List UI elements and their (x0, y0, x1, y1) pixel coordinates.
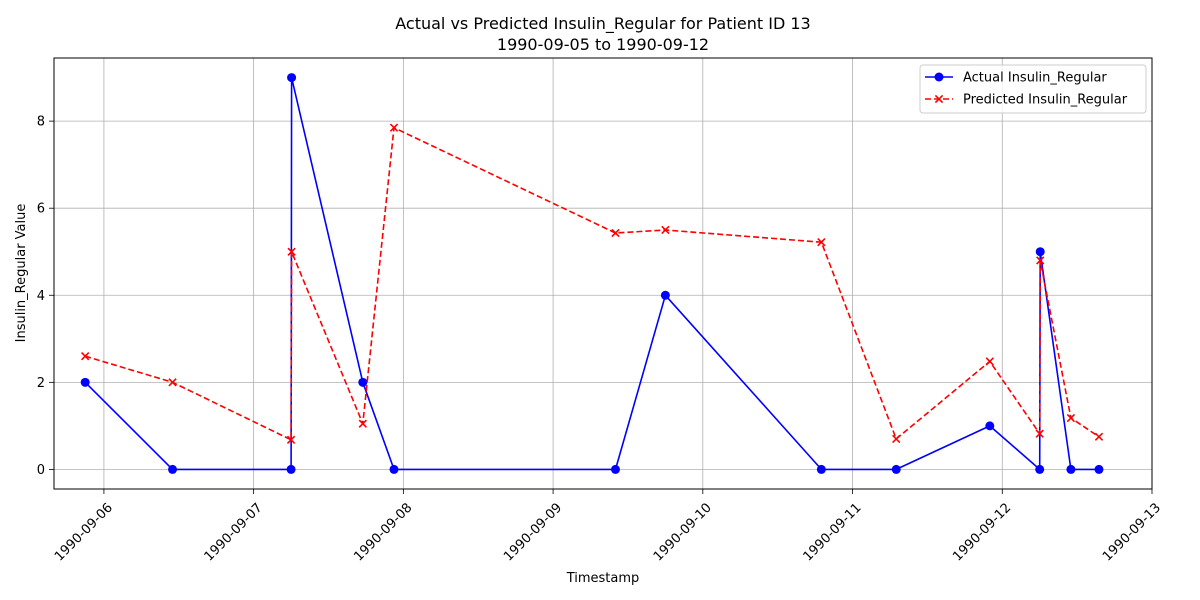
y-tick-label: 8 (37, 115, 45, 130)
series-1 (81, 123, 1104, 444)
legend-label: Predicted Insulin_Regular (963, 93, 1128, 108)
data-point-circle (358, 377, 368, 387)
data-point-circle (891, 464, 901, 474)
data-point-circle (816, 464, 826, 474)
y-tick-label: 2 (37, 376, 45, 391)
data-point-circle (80, 377, 90, 387)
data-point-x (286, 435, 296, 444)
data-point-x (81, 352, 90, 361)
data-point-x (1035, 429, 1044, 438)
data-point-x (287, 247, 296, 256)
data-point-x (892, 434, 901, 444)
legend-swatch-marker (934, 94, 944, 104)
data-point-x (985, 357, 994, 366)
data-point-circle (1066, 464, 1076, 474)
data-point-circle (610, 464, 620, 474)
data-point-x (1066, 413, 1076, 423)
data-point-x (817, 237, 826, 247)
data-point-circle (168, 464, 178, 474)
data-point-circle (660, 290, 670, 300)
y-tick-label: 4 (37, 289, 45, 304)
x-axis-label: Timestamp (566, 571, 640, 586)
data-point-x (389, 123, 399, 132)
series-layer (80, 73, 1104, 474)
legend-swatch-marker (934, 72, 944, 82)
chart-subtitle: 1990-09-05 to 1990-09-12 (497, 35, 709, 54)
data-point-circle (1094, 464, 1104, 474)
data-point-circle (1035, 247, 1045, 257)
legend-label: Actual Insulin_Regular (963, 71, 1107, 86)
data-point-circle (1035, 464, 1045, 474)
data-point-x (1036, 256, 1045, 265)
data-point-circle (287, 73, 297, 83)
y-axis-label: Insulin_Regular Value (14, 204, 29, 343)
data-point-x (611, 228, 620, 238)
legend-box (919, 64, 1147, 114)
chart-title: Actual vs Predicted Insulin_Regular for … (395, 14, 810, 34)
plot-frame (53, 57, 1153, 490)
data-point-x (168, 378, 177, 387)
data-point-circle (985, 421, 995, 431)
y-axis: 0 2 4 6 8 (37, 115, 54, 478)
y-tick-label: 0 (37, 463, 45, 478)
data-point-circle (286, 464, 296, 474)
data-point-circle (389, 464, 399, 474)
data-point-x (358, 419, 367, 428)
data-point-x (661, 225, 670, 235)
legend: Actual Insulin_Regular Predicted Insulin_… (919, 64, 1147, 114)
data-point-x (1094, 432, 1104, 441)
y-tick-label: 6 (37, 202, 45, 217)
